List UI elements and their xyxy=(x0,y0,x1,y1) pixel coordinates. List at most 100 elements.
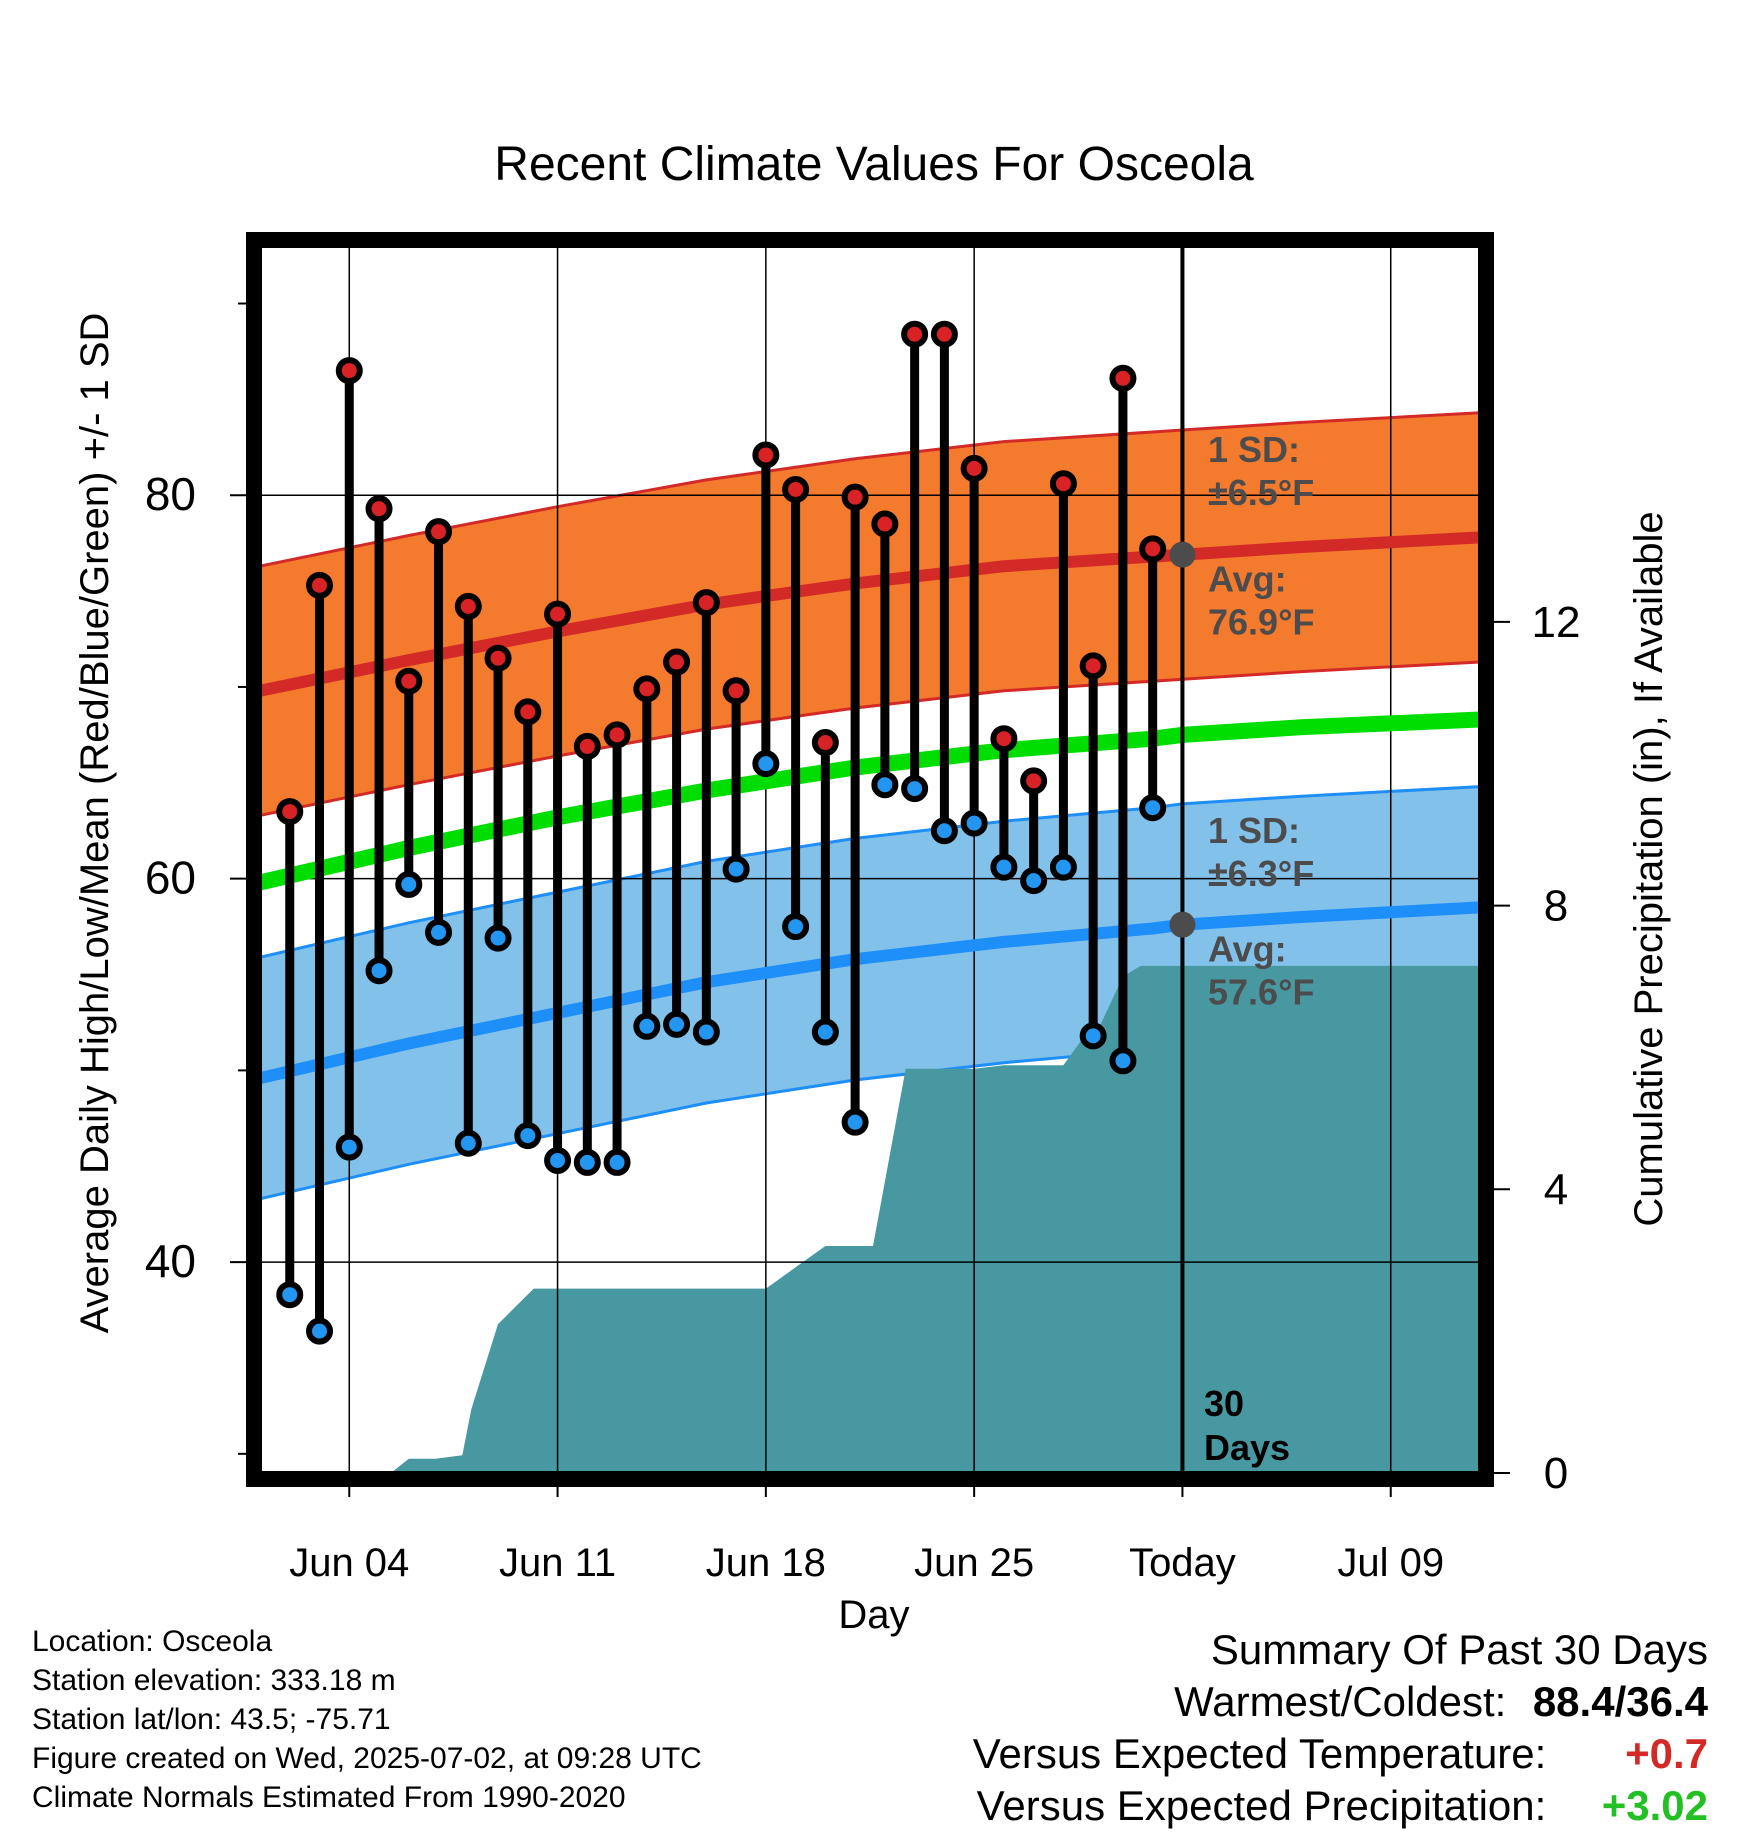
daily-high-point xyxy=(454,592,482,620)
daily-low-point xyxy=(811,1018,839,1046)
summary-panel: Summary Of Past 30 Days Warmest/Coldest:… xyxy=(973,1624,1708,1832)
daily-low-point xyxy=(276,1281,304,1309)
high-band-upper-edge xyxy=(260,411,1480,568)
x-tick-label: Jul 09 xyxy=(1337,1541,1444,1585)
daily-low-point xyxy=(544,1146,572,1174)
daily-high-point xyxy=(1109,364,1137,392)
daily-low-point xyxy=(454,1129,482,1157)
daily-low-point xyxy=(841,1108,869,1136)
daily-high-point xyxy=(901,320,929,348)
daily-high-point xyxy=(930,320,958,348)
daily-high-point xyxy=(871,510,899,538)
annotation-period-unit: Days xyxy=(1204,1427,1290,1468)
high-band-lower-edge xyxy=(260,660,1480,817)
y-tick-label: 60 xyxy=(145,852,196,904)
normal-high-line xyxy=(260,531,1480,697)
daily-high-point xyxy=(782,475,810,503)
precip-departure-value: +3.02 xyxy=(1601,1782,1708,1829)
daily-low-point xyxy=(395,870,423,898)
chart-title: Recent Climate Values For Osceola xyxy=(494,138,1254,191)
daily-low-point xyxy=(1049,853,1077,881)
normals-text: Climate Normals Estimated From 1990-2020 xyxy=(32,1781,626,1814)
x-tick-label: Jun 25 xyxy=(914,1541,1034,1585)
y2-tick-label: 12 xyxy=(1532,598,1581,647)
summary-title: Summary Of Past 30 Days xyxy=(1210,1626,1708,1673)
daily-low-point xyxy=(1079,1022,1107,1050)
station-info: Location: Osceola Station elevation: 333… xyxy=(32,1622,702,1817)
plot-frame xyxy=(246,232,1494,1487)
daily-low-point xyxy=(990,853,1018,881)
daily-high-point xyxy=(663,648,691,676)
daily-low-point xyxy=(1020,867,1048,895)
daily-low-point xyxy=(573,1148,601,1176)
x-axis-label: Day xyxy=(838,1593,909,1637)
daily-high-point xyxy=(990,725,1018,753)
annotation-high-sd: 1 SD: xyxy=(1208,429,1300,470)
daily-high-point xyxy=(603,721,631,749)
daily-low-point xyxy=(1139,794,1167,822)
daily-low-point xyxy=(1109,1047,1137,1075)
daily-low-point xyxy=(633,1012,661,1040)
y-tick-label: 40 xyxy=(145,1235,196,1287)
normal-low-line xyxy=(260,901,1480,1084)
daily-high-point xyxy=(1020,767,1048,795)
low-sd-band xyxy=(260,786,1480,1199)
temp-label: Versus Expected Temperature: xyxy=(972,1730,1547,1777)
daily-high-point xyxy=(306,571,334,599)
warm-cold-label: Warmest/Coldest: xyxy=(1174,1678,1507,1725)
today-high-avg-marker xyxy=(1169,541,1196,568)
daily-high-point xyxy=(692,589,720,617)
annotation-period-count: 30 xyxy=(1204,1383,1244,1424)
daily-high-point xyxy=(752,441,780,469)
annotation-low-sd-value: ±6.3°F xyxy=(1208,853,1314,894)
daily-low-point xyxy=(425,918,453,946)
daily-high-point xyxy=(365,495,393,523)
daily-low-point xyxy=(335,1133,363,1161)
daily-low-point xyxy=(930,817,958,845)
annotation-high-sd-value: ±6.5°F xyxy=(1208,472,1314,513)
annotation-high-avg-value: 76.9°F xyxy=(1208,602,1314,643)
daily-high-point xyxy=(1139,535,1167,563)
daily-low-point xyxy=(722,855,750,883)
daily-high-point xyxy=(1049,470,1077,498)
daily-low-point xyxy=(692,1018,720,1046)
daily-low-point xyxy=(782,913,810,941)
daily-high-point xyxy=(960,454,988,482)
y2-axis-label: Cumulative Precipitation (in), If Availa… xyxy=(1627,511,1671,1226)
low-band-upper-edge xyxy=(260,785,1480,959)
location-text: Location: Osceola xyxy=(32,1625,273,1658)
x-tick-label: Today xyxy=(1129,1541,1236,1585)
daily-high-point xyxy=(544,600,572,628)
normal-mean-line xyxy=(260,711,1480,891)
y-axis-label: Average Daily High/Low/Mean (Red/Blue/Gr… xyxy=(73,313,117,1334)
today-low-avg-marker xyxy=(1169,911,1196,938)
cumulative-precip-area xyxy=(260,965,1480,1473)
warm-cold-value: 88.4/36.4 xyxy=(1532,1678,1708,1725)
daily-high-point xyxy=(276,798,304,826)
summary-temp: Versus Expected Temperature: +0.7 xyxy=(973,1728,1708,1780)
daily-low-point xyxy=(901,775,929,803)
daily-low-point xyxy=(514,1122,542,1150)
daily-high-point xyxy=(1079,652,1107,680)
daily-high-point xyxy=(841,483,869,511)
y-tick-label: 80 xyxy=(145,468,196,520)
y2-tick-label: 4 xyxy=(1544,1165,1568,1214)
precip-label: Versus Expected Precipitation: xyxy=(976,1782,1547,1829)
daily-high-point xyxy=(395,667,423,695)
x-tick-label: Jun 04 xyxy=(289,1541,409,1585)
daily-high-point xyxy=(514,698,542,726)
daily-high-point xyxy=(722,677,750,705)
latlon-text: Station lat/lon: 43.5; -75.71 xyxy=(32,1703,391,1736)
annotation-low-avg-value: 57.6°F xyxy=(1208,972,1314,1013)
plot-area xyxy=(260,246,1480,1473)
created-text: Figure created on Wed, 2025-07-02, at 09… xyxy=(32,1742,702,1775)
daily-low-point xyxy=(871,771,899,799)
daily-high-point xyxy=(335,357,363,385)
daily-low-point xyxy=(484,924,512,952)
daily-low-point xyxy=(663,1010,691,1038)
daily-high-point xyxy=(484,644,512,672)
annotation-low-avg: Avg: xyxy=(1208,929,1287,970)
annotation-high-avg: Avg: xyxy=(1208,559,1287,600)
y2-tick-label: 8 xyxy=(1544,882,1568,931)
